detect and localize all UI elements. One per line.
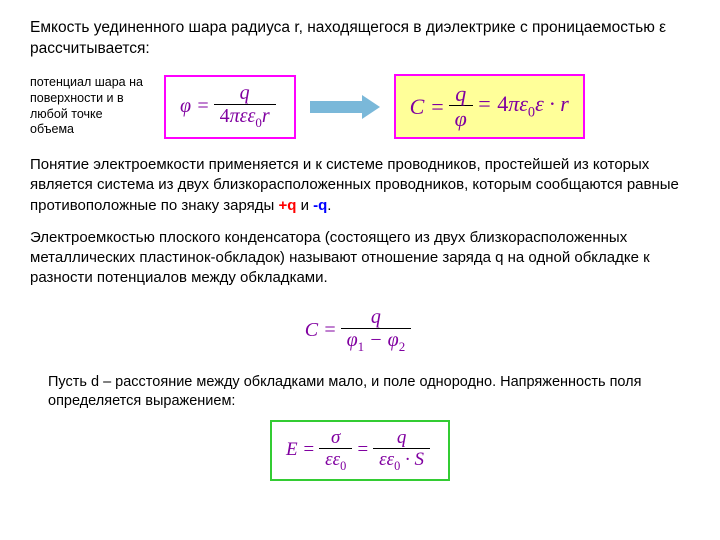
e-den2: εε0 · S: [373, 449, 430, 473]
minus-q: -q: [313, 197, 327, 214]
c2-lhs: C =: [305, 319, 337, 342]
potential-note: потенциал шара на поверхности и в любой …: [30, 75, 150, 138]
formula-row: потенциал шара на поверхности и в любой …: [30, 74, 690, 139]
and-text: и: [296, 197, 313, 214]
para-field: Пусть d – расстояние между обкладками ма…: [48, 373, 690, 412]
arrow-icon: [310, 97, 380, 117]
e-num2: q: [373, 428, 430, 449]
c-num: q: [449, 82, 473, 106]
para-system: Понятие электроемкости применяется и к с…: [30, 155, 690, 216]
phi-lhs: φ =: [180, 95, 210, 118]
c2-num: q: [341, 307, 412, 329]
formula-phi-box: φ = q 4πεε0r: [164, 75, 296, 139]
para1-text: Понятие электроемкости применяется и к с…: [30, 156, 679, 214]
c-lhs: C =: [410, 94, 445, 120]
intro-text: Емкость уединенного шара радиуса r, нахо…: [30, 18, 690, 60]
formula-c2-box: C = q φ1 − φ2: [291, 301, 430, 361]
e-eq: =: [356, 439, 369, 461]
formula-e-box: E = σ εε0 = q εε0 · S: [270, 420, 450, 481]
phi-num: q: [214, 83, 276, 105]
plus-q: +q: [278, 197, 296, 214]
e-lhs: E =: [286, 439, 315, 461]
c2-den: φ1 − φ2: [341, 329, 412, 355]
c-rhs: = 4πε0ε · r: [477, 91, 569, 121]
formula-c-box: C = q φ = 4πε0ε · r: [394, 74, 585, 139]
para-capacitor: Электроемкостью плоского конденсатора (с…: [30, 228, 690, 289]
c-den: φ: [449, 106, 473, 131]
e-num1: σ: [319, 428, 352, 449]
e-den1: εε0: [319, 449, 352, 473]
phi-den: 4πεε0r: [214, 105, 276, 131]
dot: .: [327, 197, 331, 214]
